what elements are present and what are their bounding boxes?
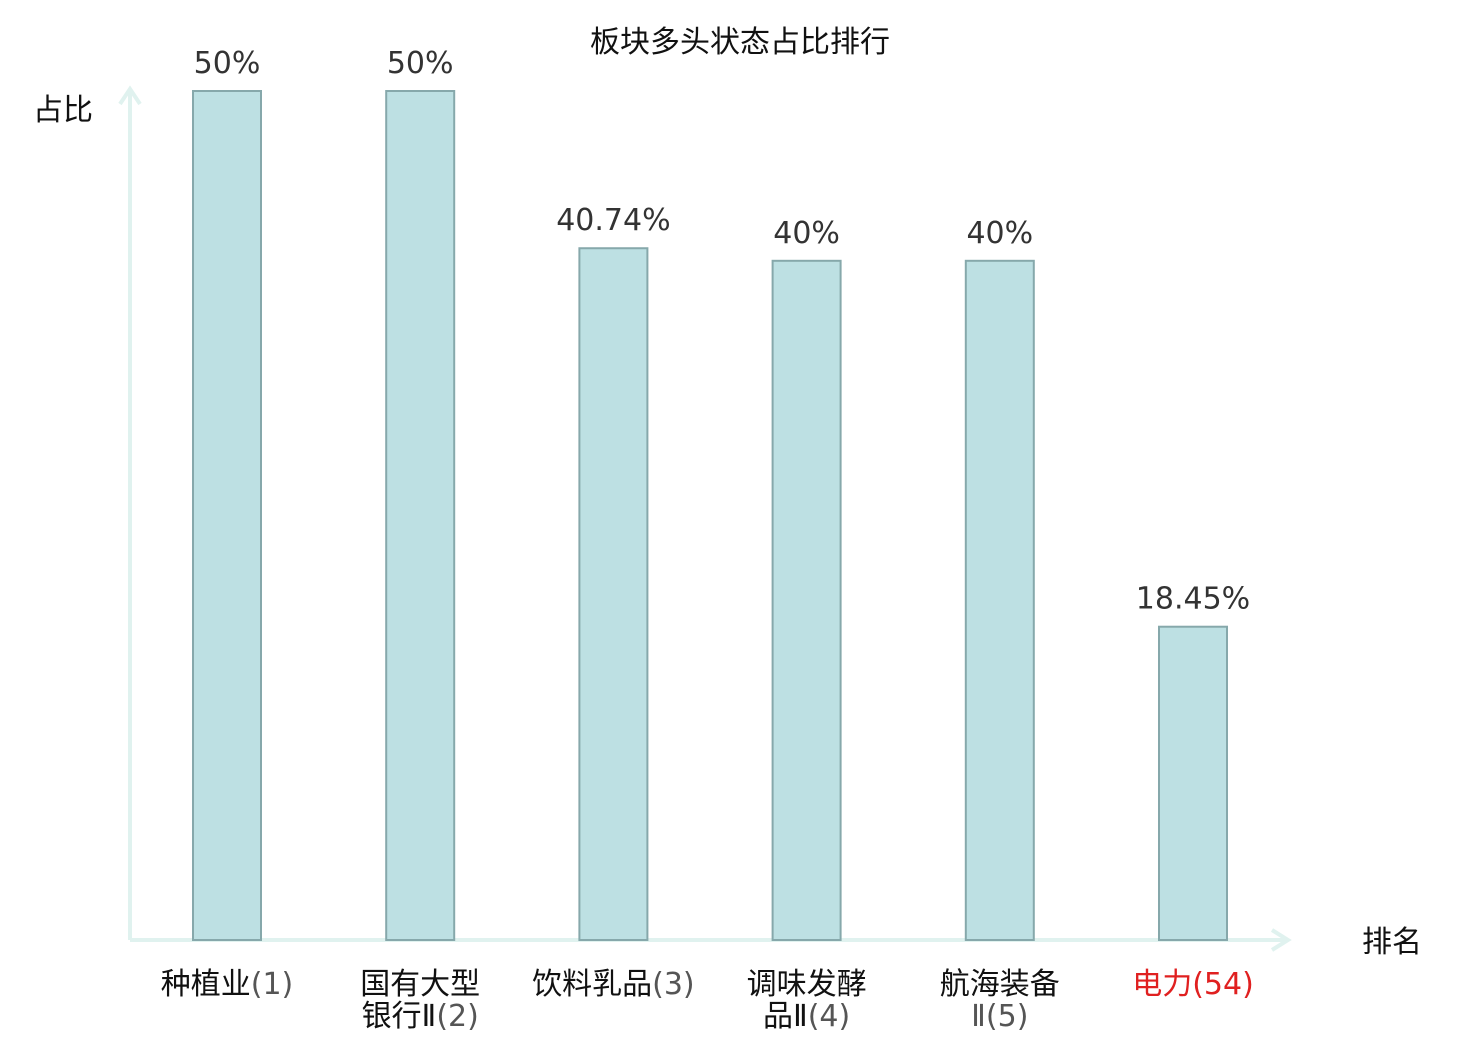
bar: [578, 247, 649, 941]
x-axis-label: 排名: [1362, 925, 1422, 960]
x-tick-label: 种植业(1): [161, 967, 294, 1002]
bar: [1158, 625, 1228, 941]
bar-value-label: 18.45%: [1136, 582, 1250, 617]
bars: [192, 90, 1228, 941]
x-tick-label: Ⅱ(5): [971, 999, 1028, 1034]
x-tick-label: 航海装备: [940, 967, 1060, 1002]
bar-value-label: 40%: [773, 216, 840, 251]
bar: [192, 90, 262, 941]
x-tick-label: 品Ⅱ(4): [763, 999, 850, 1034]
axes: [118, 85, 1292, 952]
bar: [964, 259, 1035, 941]
x-tick-label: 电力(54): [1132, 967, 1254, 1002]
bar-value-label: 50%: [194, 46, 261, 81]
x-axis-arrow-icon: [1270, 928, 1292, 952]
bar-value-label: 40.74%: [556, 203, 670, 238]
bar-value-label: 50%: [387, 46, 454, 81]
y-axis-arrow-icon: [118, 85, 142, 106]
bar-value-label: 40%: [966, 216, 1033, 251]
chart-title: 板块多头状态占比排行: [590, 25, 890, 60]
bar: [771, 259, 842, 941]
bar: [385, 90, 456, 941]
x-tick-label: 调味发酵: [747, 967, 867, 1002]
x-tick-label: 银行Ⅱ(2): [362, 999, 479, 1034]
x-tick-label: 饮料乳品(3): [532, 967, 695, 1002]
y-axis-label: 占比: [33, 93, 93, 128]
x-tick-label: 国有大型: [360, 967, 480, 1002]
value-labels: 50% 50% 40.74% 40% 40% 18.45%: [194, 46, 1251, 617]
